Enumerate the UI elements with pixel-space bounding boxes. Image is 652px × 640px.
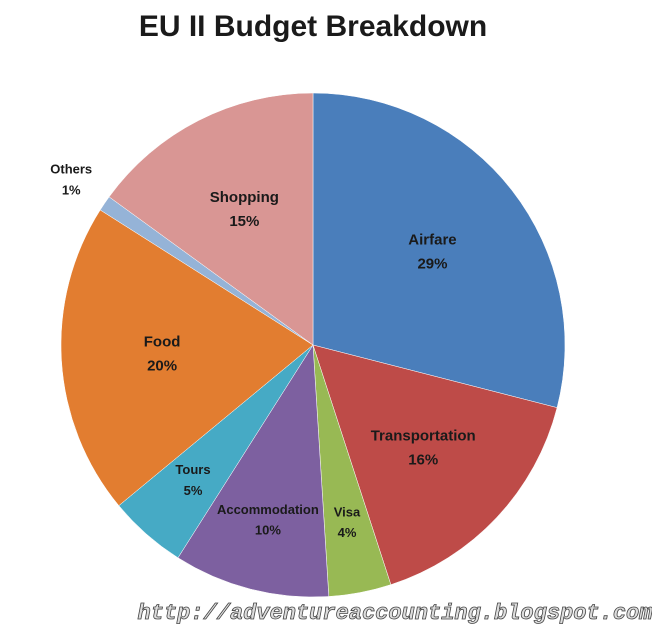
pie-slice bbox=[312, 344, 558, 585]
slice-value-label: 20% bbox=[147, 357, 177, 374]
pie-slice bbox=[108, 92, 314, 346]
slice-value-label: 1% bbox=[62, 183, 81, 198]
slice-value-label: 5% bbox=[184, 483, 203, 498]
slice-label: Accommodation bbox=[217, 502, 319, 517]
slice-value-label: 16% bbox=[408, 451, 438, 468]
slice-label: Visa bbox=[334, 504, 361, 519]
pie-slice bbox=[312, 92, 566, 408]
pie-slice bbox=[177, 344, 330, 598]
watermark: http://adventureaccounting.blogspot.com bbox=[138, 601, 652, 626]
slice-label: Shopping bbox=[210, 189, 279, 206]
pie bbox=[60, 92, 566, 598]
slice-value-label: 4% bbox=[338, 525, 357, 540]
slice-value-label: 10% bbox=[255, 523, 281, 538]
slice-label: Tours bbox=[175, 462, 210, 477]
slice-value-label: 29% bbox=[417, 255, 447, 272]
chart-title: EU II Budget Breakdown bbox=[139, 10, 487, 43]
slice-label: Transportation bbox=[371, 427, 476, 444]
slice-value-label: 15% bbox=[229, 213, 259, 230]
pie-slice bbox=[60, 209, 314, 506]
slice-label: Others bbox=[50, 162, 92, 177]
slice-label: Airfare bbox=[408, 231, 456, 248]
slice-label: Food bbox=[144, 333, 181, 350]
